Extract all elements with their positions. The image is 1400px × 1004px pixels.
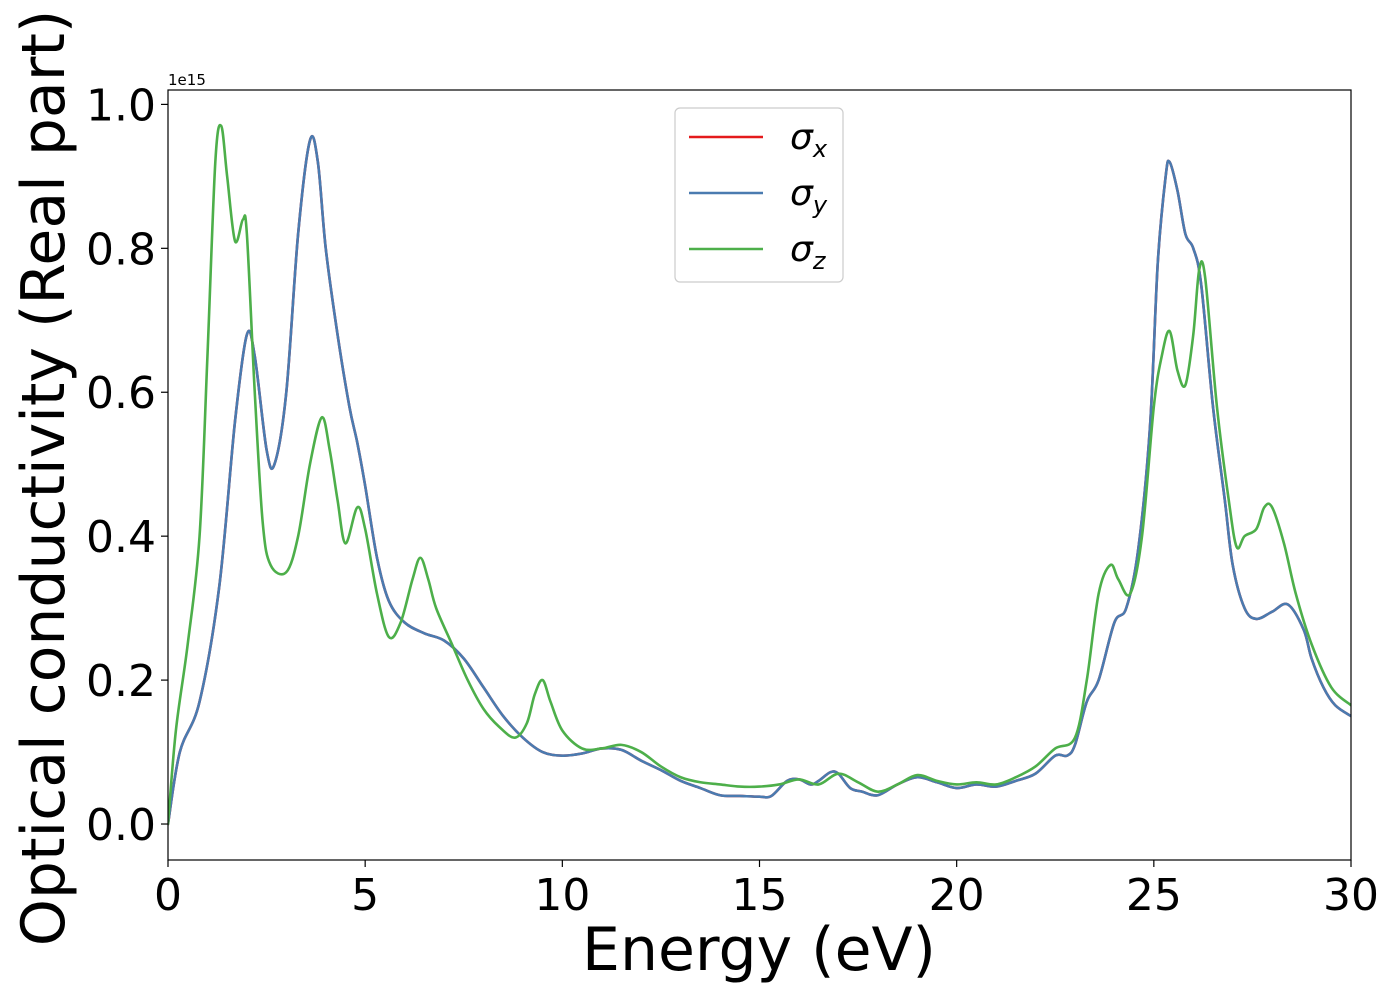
legend-symbol: σ (790, 117, 814, 158)
x-axis: 0 5 10 15 20 25 30 (154, 860, 1379, 921)
y-axis-title: Optical conductivity (Real part) (9, 10, 79, 947)
y-tick-label: 1.0 (86, 80, 156, 131)
x-tick-label: 25 (1126, 870, 1182, 921)
x-tick-label: 0 (154, 870, 182, 921)
y-offset-label: 1e15 (168, 71, 206, 89)
legend-subscript: y (812, 191, 828, 219)
series-line-z (168, 123, 1351, 826)
legend-subscript: z (812, 247, 827, 275)
y-tick-label: 0.4 (86, 512, 156, 563)
legend-box (674, 107, 844, 283)
y-tick-label: 0.6 (86, 368, 156, 419)
x-tick-label: 15 (732, 870, 788, 921)
x-axis-title: Energy (eV) (582, 915, 936, 985)
x-tick-label: 20 (929, 870, 985, 921)
y-tick-label: 0.0 (86, 800, 156, 851)
y-axis: 0.0 0.2 0.4 0.6 0.8 1.0 (86, 80, 168, 851)
legend-symbol: σ (790, 229, 814, 270)
x-tick-label: 10 (534, 870, 590, 921)
legend-label-y: σy (790, 173, 828, 219)
y-tick-label: 0.2 (86, 656, 156, 707)
legend-symbol: σ (790, 173, 814, 214)
legend-label-z: σz (790, 229, 827, 275)
series-layer (168, 123, 1351, 826)
x-tick-label: 30 (1323, 870, 1379, 921)
x-tick-label: 5 (351, 870, 379, 921)
legend-subscript: x (812, 135, 828, 163)
y-tick-label: 0.8 (86, 224, 156, 275)
legend-label-x: σx (790, 117, 828, 163)
